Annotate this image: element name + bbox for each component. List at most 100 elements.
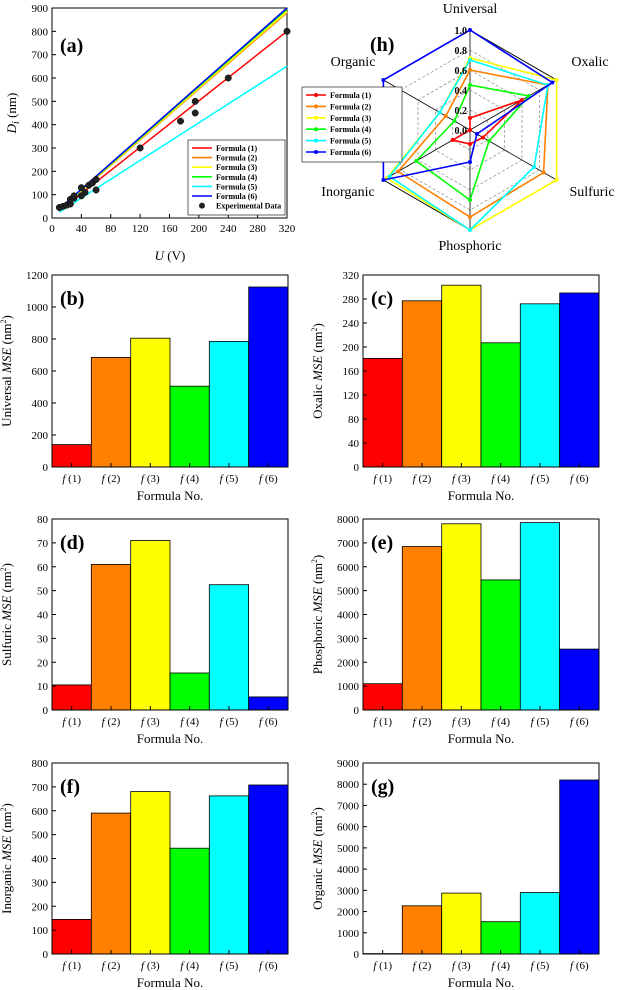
y-label-mse: MSE — [310, 840, 325, 866]
x-tick-label: f (6) — [570, 473, 589, 485]
x-tick-num: (2) — [107, 716, 120, 728]
bar-c-5 — [519, 303, 560, 468]
y-tick-label: 300 — [32, 877, 49, 889]
radar-axis-label: Organic — [331, 55, 376, 70]
radar-tick-label: 0.0 — [455, 126, 468, 137]
x-tick-italic: f — [452, 960, 458, 972]
radar-point — [532, 165, 537, 169]
x-tick-label: 40 — [76, 223, 88, 235]
y-label-prefix: Sulfuric — [0, 621, 14, 666]
legend-label-formula-1: Formula (1) — [216, 144, 257, 153]
x-tick-num: (2) — [418, 473, 431, 485]
y-label-mse: MSE — [0, 836, 14, 862]
y-tick-label: 400 — [32, 120, 49, 132]
x-tick-label: f (4) — [491, 716, 510, 728]
y-tick-label: 7000 — [337, 800, 360, 812]
x-tick-num: (4) — [497, 960, 510, 972]
y-label-mse: MSE — [310, 587, 325, 613]
y-tick-label: 0 — [43, 705, 49, 717]
radar-legend-marker — [314, 115, 318, 120]
x-tick-label: 160 — [161, 223, 178, 235]
x-tick-italic: f — [259, 960, 265, 972]
bar-g-4 — [480, 921, 521, 955]
panel-a-x-axis-label: U (V) — [155, 248, 186, 263]
experimental-point — [81, 188, 89, 196]
x-tick-num: (2) — [107, 473, 120, 485]
panel-b-label: (b) — [60, 288, 84, 310]
y-tick-label: 280 — [343, 294, 360, 306]
x-tick-label: f (4) — [180, 473, 199, 485]
y-tick-label: 60 — [37, 562, 49, 574]
radar-point — [443, 114, 448, 118]
radar-legend-box — [301, 86, 403, 163]
x-tick-num: (4) — [186, 473, 199, 485]
bar-e-4 — [480, 579, 521, 711]
y-label-unit: (nm — [0, 571, 14, 595]
y-tick-label: 30 — [37, 633, 49, 645]
bar-f-5 — [208, 795, 250, 955]
bar-c-4 — [480, 342, 521, 468]
y-tick-label: 600 — [32, 73, 49, 85]
x-tick-num: (1) — [379, 473, 392, 485]
y-label-close: ) — [0, 563, 14, 567]
x-tick-label: 240 — [220, 223, 237, 235]
radar-series-formula-6 — [382, 29, 554, 181]
y-label-sup: 2 — [310, 811, 319, 815]
y-tick-label: 100 — [32, 925, 49, 937]
bar-e-3 — [441, 523, 482, 711]
y-tick-label: 200 — [32, 166, 49, 178]
x-tick-num: (6) — [265, 716, 278, 728]
radar-spoke — [469, 79, 557, 131]
radar-point — [554, 78, 559, 82]
panel-g-x-axis-label: Formula No. — [448, 975, 514, 990]
panel-d-y-axis-label: Sulfuric MSE (nm2) — [0, 563, 14, 666]
y-tick-label: 20 — [37, 657, 49, 669]
x-tick-num: (3) — [147, 960, 160, 972]
x-tick-label: f (3) — [141, 473, 160, 485]
x-tick-label: f (4) — [491, 960, 510, 972]
radar-tick-label: 0.8 — [455, 46, 468, 57]
x-tick-italic: f — [373, 473, 379, 485]
y-tick-label: 200 — [343, 342, 360, 354]
panel-b-x-axis-label: Formula No. — [137, 488, 203, 503]
bar-b-6 — [248, 286, 289, 468]
x-tick-italic: f — [531, 716, 537, 728]
panel-e-label: (e) — [371, 532, 393, 554]
x-tick-num: (5) — [536, 960, 549, 972]
panel-b-y-axis-label: Universal MSE (nm2) — [0, 315, 14, 427]
y-tick-label: 10 — [37, 681, 49, 693]
x-tick-italic: f — [102, 473, 108, 485]
x-tick-num: (5) — [536, 716, 549, 728]
y-tick-label: 0 — [43, 213, 49, 225]
y-tick-label: 200 — [32, 901, 49, 913]
y-tick-label: 0 — [43, 462, 49, 474]
series-line-formula-6 — [58, 7, 288, 210]
radar-point — [474, 132, 479, 136]
radar-legend-label: Formula (1) — [330, 91, 371, 100]
x-tick-italic: f — [102, 960, 108, 972]
x-tick-label: 80 — [105, 223, 117, 235]
radar-point — [541, 170, 546, 175]
y-tick-label: 8000 — [337, 514, 360, 526]
x-tick-label: f (3) — [452, 473, 471, 485]
x-tick-label: f (3) — [452, 960, 471, 972]
legend-label-formula-4: Formula (4) — [216, 173, 257, 182]
radar-axis-label: Inorganic — [321, 185, 374, 200]
y-tick-label: 1200 — [26, 270, 49, 282]
bar-g-5 — [519, 892, 560, 955]
y-label-unit: (nm — [0, 324, 14, 348]
bar-c-6 — [559, 292, 600, 468]
radar-legend-label: Formula (3) — [330, 114, 371, 123]
x-tick-label: f (5) — [220, 473, 239, 485]
y-label-mse: MSE — [0, 348, 14, 374]
x-tick-label: f (2) — [413, 960, 432, 972]
bar-f-4 — [169, 847, 210, 955]
radar-tick-label: 0.6 — [455, 66, 468, 77]
y-tick-label: 700 — [32, 782, 49, 794]
y-tick-label: 3000 — [337, 633, 360, 645]
x-tick-label: f (6) — [570, 960, 589, 972]
x-tick-label: f (5) — [531, 473, 550, 485]
x-tick-label: 320 — [279, 223, 296, 235]
radar-legend-label: Formula (6) — [330, 148, 371, 157]
